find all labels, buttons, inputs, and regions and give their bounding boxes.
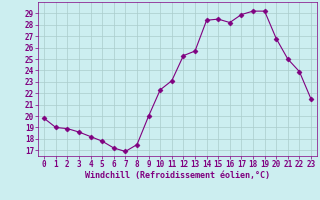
X-axis label: Windchill (Refroidissement éolien,°C): Windchill (Refroidissement éolien,°C) xyxy=(85,171,270,180)
